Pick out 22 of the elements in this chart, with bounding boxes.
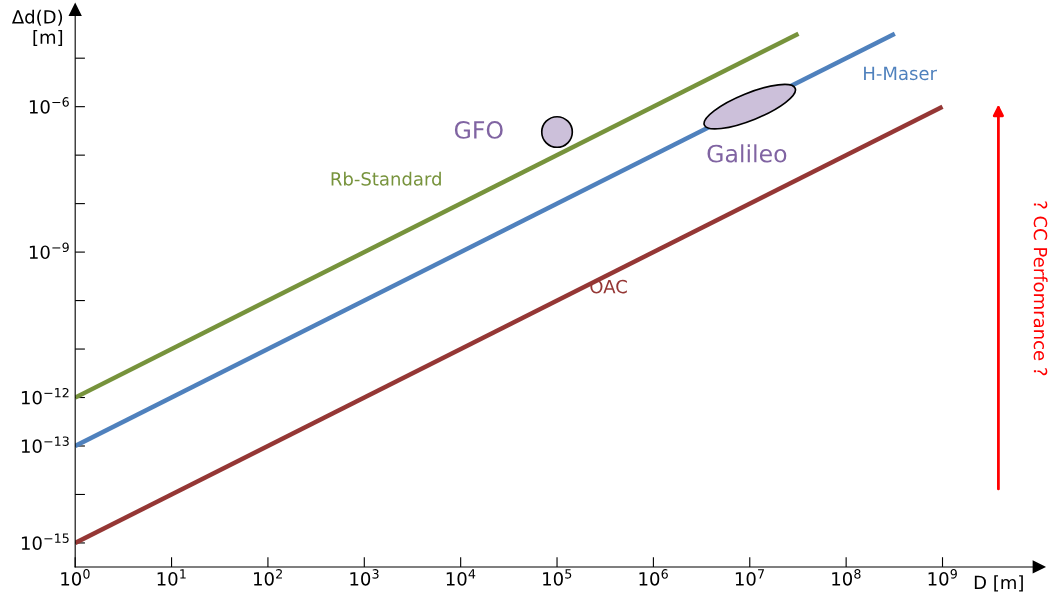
x-tick-label: 10$^{0}$ <box>61 569 90 586</box>
annotation: ? CC Perfomrance ? <box>1033 201 1048 376</box>
y-axis-title: Δd(D) [m] <box>11 9 63 47</box>
x-tick-label: 10$^{6}$ <box>639 569 668 586</box>
x-tick-label: 10$^{4}$ <box>446 569 476 586</box>
x-tick-label: 10$^{9}$ <box>928 569 957 586</box>
series-label: GFO <box>454 121 503 139</box>
series-label: Rb-Standard <box>331 171 441 186</box>
y-tick-label: 10$^{−15}$ <box>21 533 69 550</box>
x-axis-title: D [m] <box>974 575 1023 592</box>
x-tick-label: 10$^{3}$ <box>350 569 379 586</box>
y-tick-label: 10$^{−6}$ <box>29 97 69 114</box>
y-tick-label: 10$^{−13}$ <box>21 436 69 453</box>
annotation: Galileo <box>707 144 787 163</box>
y-tick-label: 10$^{−12}$ <box>21 387 69 405</box>
x-tick-label: 10$^{1}$ <box>157 569 186 586</box>
x-tick-label: 10$^{2}$ <box>254 569 282 586</box>
x-tick-label: 10$^{5}$ <box>543 569 572 586</box>
series-label: H-Maser <box>864 66 937 81</box>
x-tick-label: 10$^{7}$ <box>735 569 764 586</box>
x-tick-label: 10$^{8}$ <box>832 569 861 586</box>
y-tick-label: 10$^{−9}$ <box>29 242 69 260</box>
